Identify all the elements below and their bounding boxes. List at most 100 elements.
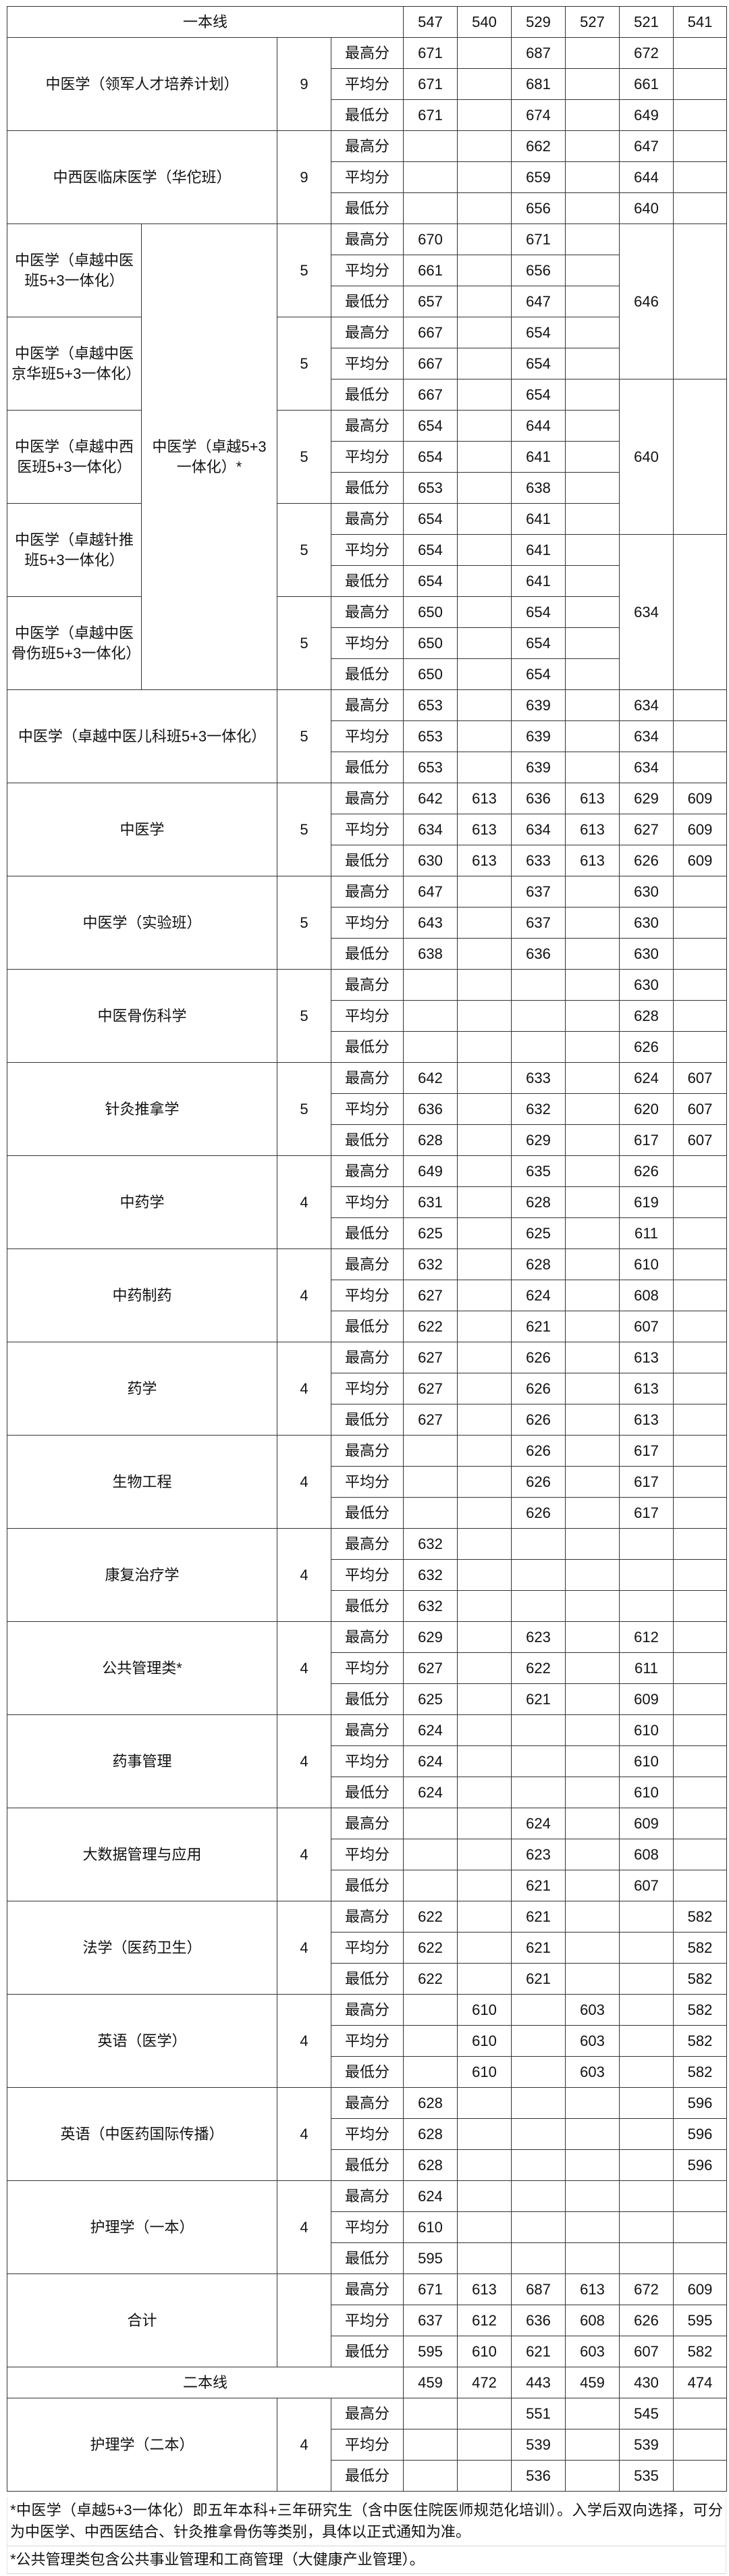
score-cell: 621	[511, 1870, 566, 1901]
score-cell: 613	[619, 1404, 674, 1436]
score-cell	[511, 1031, 566, 1063]
score-cell	[403, 1497, 458, 1529]
stat-label: 最高分	[330, 130, 404, 162]
stat-label: 最低分	[330, 1590, 404, 1622]
score-cell: 630	[619, 969, 674, 1001]
table-row: 平均分 654 641	[7, 441, 727, 473]
score-cell: 535	[619, 2460, 674, 2492]
table-row: 最低分 638 636 630	[7, 938, 728, 970]
table-row: 最低分 622 621 607	[7, 1311, 728, 1342]
score-cell	[457, 1093, 512, 1125]
score-cell: 653	[403, 472, 458, 504]
score-cell: 628	[403, 2087, 458, 2119]
score-cell	[565, 1217, 620, 1249]
table-row: 中药学 4 最高分 649 635 626	[7, 1155, 728, 1249]
score-cell	[673, 876, 728, 908]
score-cell: 627	[619, 814, 674, 845]
score-cell: 632	[403, 1590, 458, 1622]
score-cell: 539	[511, 2429, 566, 2461]
score-cell	[511, 2056, 566, 2088]
footnote-public-management: *公共管理类包含公共事业管理和工商管理（大健康产业管理）。	[7, 2546, 726, 2574]
score-cell: 608	[619, 1839, 674, 1870]
score-cell: 649	[403, 1155, 458, 1187]
score-cell: 670	[403, 224, 458, 255]
score-cell	[565, 410, 620, 442]
score-cell: 643	[403, 907, 458, 939]
table-row: 平均分 637 612 636 608 626 595	[7, 2305, 728, 2336]
table-row: 平均分 627 622 611	[7, 1652, 728, 1684]
stat-label: 最低分	[330, 1777, 404, 1808]
score-cell: 612	[457, 2305, 512, 2336]
score-cell: 612	[619, 1621, 674, 1653]
sub-major-name: 中医学（卓越中西医班5+3一体化）	[7, 410, 142, 504]
score-cell: 667	[403, 379, 458, 411]
score-cell: 667	[403, 348, 458, 379]
score-cell: 582	[673, 2056, 728, 2088]
stat-label: 最低分	[330, 2242, 404, 2274]
score-cell	[457, 1217, 512, 1249]
score-cell: 644	[511, 410, 566, 442]
stat-label: 平均分	[330, 1280, 404, 1311]
stat-label: 平均分	[330, 627, 404, 659]
footnote-5plus3: *中医学（卓越5+3一体化）即五年本科+三年研究生（含中医住院医师规范化培训）。…	[7, 2497, 726, 2546]
score-cell	[673, 192, 728, 224]
stat-label: 最高分	[330, 1994, 404, 2026]
stat-label: 最高分	[330, 410, 404, 442]
score-cell	[565, 192, 620, 224]
score-cell: 637	[511, 876, 566, 908]
score-cell: 627	[403, 1652, 458, 1684]
score-cell: 632	[403, 1528, 458, 1560]
score-cell: 551	[511, 2398, 566, 2429]
score-cell	[565, 1248, 620, 1280]
table-row: 法学（医药卫生） 4 最高分 622 621 582	[7, 1901, 728, 1995]
stat-label: 最高分	[330, 783, 404, 814]
stat-label: 平均分	[330, 2305, 404, 2336]
score-cell: 624	[619, 1062, 674, 1094]
score-cell: 636	[511, 2305, 566, 2336]
study-years: 4	[277, 1435, 331, 1529]
score-cell: 625	[403, 1683, 458, 1715]
control-line-row: 一本线 547 540 529 527 521 541	[6, 6, 728, 38]
score-cell: 634	[619, 720, 674, 752]
score-cell	[403, 130, 458, 162]
score-cell: 626	[511, 1342, 566, 1373]
stat-label: 最高分	[330, 1248, 404, 1280]
table-row: 最低分 632	[7, 1590, 728, 1622]
score-cell	[565, 1373, 620, 1404]
score-cell: 613	[565, 783, 620, 814]
score-cell: 654	[511, 317, 566, 348]
score-cell	[457, 441, 512, 473]
score-cell	[457, 410, 512, 442]
score-cell	[673, 689, 728, 721]
score-cell: 617	[619, 1435, 674, 1467]
score-cell	[457, 1497, 512, 1529]
score-cell: 628	[511, 1186, 566, 1218]
score-cell	[565, 596, 620, 628]
score-cell: 632	[403, 1248, 458, 1280]
score-cell: 609	[673, 814, 728, 845]
stat-label: 最低分	[330, 1404, 404, 1436]
sub-major-name: 中医学（卓越中医班5+3一体化）	[7, 224, 142, 317]
score-cell	[457, 379, 512, 411]
score-cell: 596	[673, 2149, 728, 2181]
score-cell	[457, 2211, 512, 2243]
score-cell: 539	[619, 2429, 674, 2461]
score-cell	[403, 1808, 458, 1839]
score-cell	[673, 2398, 728, 2429]
score-cell: 626	[619, 845, 674, 876]
stat-label: 平均分	[330, 1466, 404, 1498]
score-cell	[511, 2211, 566, 2243]
study-years: 5	[277, 689, 331, 783]
score-cell	[403, 2460, 458, 2492]
control-line-score: 459	[565, 2367, 620, 2398]
stat-label: 最低分	[330, 658, 404, 690]
table-row: 护理学（二本） 4 最高分 551 545	[7, 2398, 728, 2492]
score-cell: 626	[619, 1155, 674, 1187]
score-cell: 636	[511, 783, 566, 814]
stat-label: 最高分	[330, 1901, 404, 1933]
score-cell: 609	[673, 845, 728, 876]
study-years: 4	[277, 1621, 331, 1715]
score-cell	[457, 99, 512, 131]
stat-label: 平均分	[330, 2429, 404, 2461]
score-cell: 621	[511, 1932, 566, 1964]
